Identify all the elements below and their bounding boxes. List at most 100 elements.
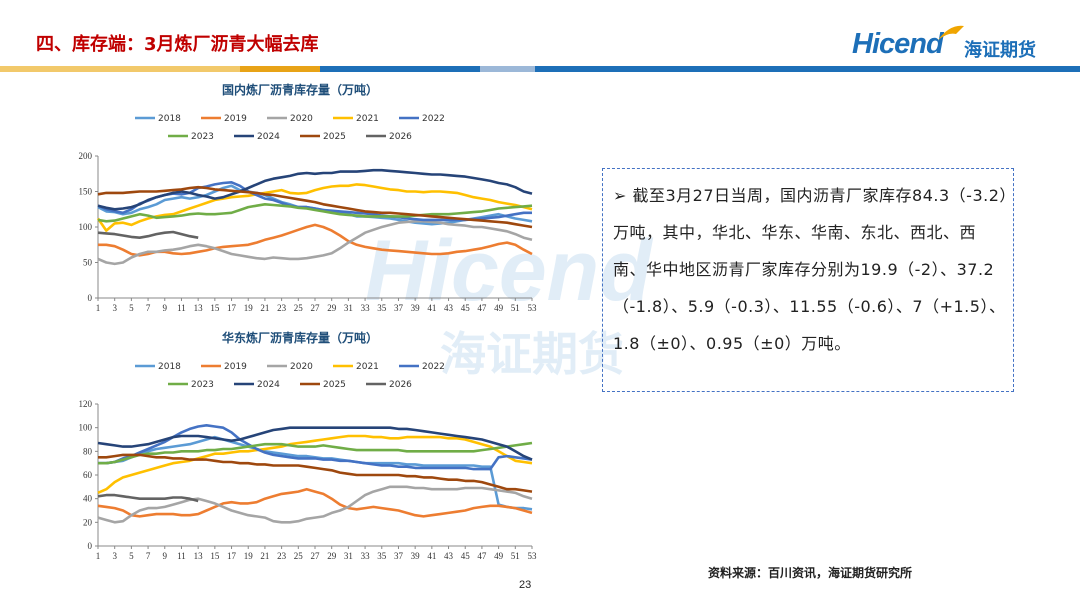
legend-label-2021: 2021 <box>356 114 379 124</box>
legend-label-2019: 2019 <box>224 114 247 124</box>
logo-chinese-name: 海证期货 <box>964 40 1036 61</box>
x-tick-label: 5 <box>129 551 134 561</box>
x-tick-label: 29 <box>327 551 337 561</box>
bullet-arrow-icon: ➢ <box>613 186 633 205</box>
x-tick-label: 1 <box>96 303 101 313</box>
x-tick-label: 51 <box>511 551 520 561</box>
series-line-2025 <box>97 185 533 229</box>
series-line-2026 <box>97 493 199 503</box>
x-tick-label: 27 <box>311 303 321 313</box>
y-tick-label: 50 <box>83 258 93 268</box>
series-line-2021 <box>96 183 533 232</box>
series-line-2026 <box>97 230 199 239</box>
x-tick-label: 15 <box>210 551 220 561</box>
x-tick-label: 37 <box>394 303 404 313</box>
legend-label-2022: 2022 <box>422 362 445 372</box>
y-tick-label: 0 <box>88 541 93 551</box>
legend-label-2023: 2023 <box>191 132 214 142</box>
legend-label-2020: 2020 <box>290 114 313 124</box>
x-tick-label: 45 <box>461 551 471 561</box>
y-tick-label: 0 <box>88 293 93 303</box>
series-line-2019 <box>98 223 533 257</box>
x-tick-label: 5 <box>129 303 134 313</box>
series-line-2021 <box>97 434 533 494</box>
y-tick-label: 150 <box>79 187 93 197</box>
x-tick-label: 51 <box>511 303 520 313</box>
legend-label-2023: 2023 <box>191 380 214 390</box>
y-tick-label: 40 <box>83 494 93 504</box>
series-line-2020 <box>97 485 533 524</box>
header-color-strip <box>0 66 1080 72</box>
series-line-2024 <box>97 168 533 211</box>
x-tick-label: 37 <box>394 551 404 561</box>
y-tick-label: 20 <box>83 517 93 527</box>
y-tick-label: 100 <box>79 423 93 433</box>
x-tick-label: 25 <box>294 551 304 561</box>
x-tick-label: 13 <box>194 551 204 561</box>
x-tick-label: 9 <box>163 551 168 561</box>
x-tick-label: 49 <box>494 303 504 313</box>
series-line-2024 <box>97 426 533 461</box>
x-tick-label: 35 <box>377 551 387 561</box>
x-tick-label: 53 <box>528 303 538 313</box>
x-tick-label: 15 <box>210 303 220 313</box>
y-tick-label: 60 <box>83 470 93 480</box>
summary-box: ➢ 截至3月27日当周，国内沥青厂家库存84.3（-3.2）万吨，其中，华北、华… <box>602 168 1014 392</box>
x-tick-label: 7 <box>146 303 151 313</box>
x-tick-label: 23 <box>277 303 287 313</box>
legend-label-2019: 2019 <box>224 362 247 372</box>
x-tick-label: 23 <box>277 551 287 561</box>
series-line-2023 <box>98 441 533 465</box>
x-tick-label: 47 <box>477 303 487 313</box>
series-line-2019 <box>97 487 533 518</box>
x-tick-label: 41 <box>427 303 436 313</box>
series-line-2020 <box>97 220 533 266</box>
x-tick-label: 43 <box>444 303 454 313</box>
legend-label-2018: 2018 <box>158 362 181 372</box>
x-tick-label: 53 <box>528 551 538 561</box>
x-tick-label: 17 <box>227 551 237 561</box>
chart-national-inventory: 国内炼厂沥青库存量（万吨） 2018 2019 2020 2021 2022 2023 202… <box>79 82 538 313</box>
legend-label-2021: 2021 <box>356 362 379 372</box>
x-tick-label: 33 <box>361 551 371 561</box>
x-tick-label: 3 <box>112 303 117 313</box>
y-tick-label: 120 <box>79 399 93 409</box>
logo-wordmark: Hicend <box>852 28 944 60</box>
x-tick-label: 11 <box>177 551 186 561</box>
x-tick-label: 17 <box>227 303 237 313</box>
x-tick-label: 35 <box>377 303 387 313</box>
chart-title: 国内炼厂沥青库存量（万吨） <box>222 82 378 97</box>
x-tick-label: 31 <box>344 303 353 313</box>
x-tick-label: 31 <box>344 551 353 561</box>
x-tick-label: 27 <box>311 551 321 561</box>
x-tick-label: 13 <box>194 303 204 313</box>
summary-content: 截至3月27日当周，国内沥青厂家库存84.3（-3.2）万吨，其中，华北、华东、… <box>613 186 1008 353</box>
x-tick-label: 41 <box>427 551 436 561</box>
legend-label-2018: 2018 <box>158 114 181 124</box>
summary-text: ➢ 截至3月27日当周，国内沥青厂家库存84.3（-3.2）万吨，其中，华北、华… <box>613 177 1008 362</box>
x-tick-label: 1 <box>96 551 101 561</box>
x-tick-label: 3 <box>112 551 117 561</box>
legend-label-2024: 2024 <box>257 380 280 390</box>
legend-label-2024: 2024 <box>257 132 280 142</box>
x-tick-label: 21 <box>260 303 269 313</box>
company-logo: Hicend 海证期货 <box>852 25 1052 68</box>
legend-label-2026: 2026 <box>389 380 412 390</box>
x-tick-label: 47 <box>477 551 487 561</box>
x-tick-label: 21 <box>260 551 269 561</box>
legend-label-2025: 2025 <box>323 132 346 142</box>
x-tick-label: 19 <box>244 551 254 561</box>
x-tick-label: 11 <box>177 303 186 313</box>
x-tick-label: 29 <box>327 303 337 313</box>
series-line-2025 <box>98 453 533 493</box>
y-tick-label: 200 <box>79 151 93 161</box>
legend-label-2020: 2020 <box>290 362 313 372</box>
page-number: 23 <box>519 579 532 591</box>
x-tick-label: 7 <box>146 551 151 561</box>
x-tick-label: 33 <box>361 303 371 313</box>
slide-title: 四、库存端：3月炼厂沥青大幅去库 <box>36 34 319 55</box>
x-tick-label: 39 <box>411 551 421 561</box>
y-tick-label: 80 <box>83 446 93 456</box>
x-tick-label: 45 <box>461 303 471 313</box>
legend-label-2022: 2022 <box>422 114 445 124</box>
